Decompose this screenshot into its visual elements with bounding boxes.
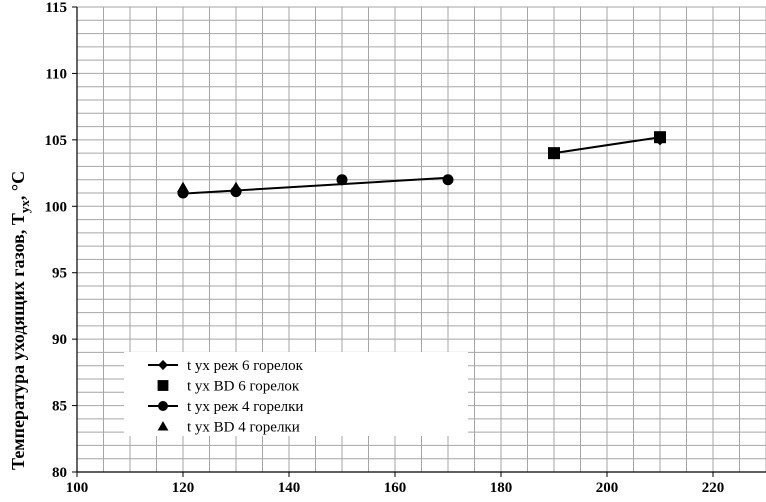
data-point-square bbox=[654, 131, 666, 144]
x-tick-label: 200 bbox=[596, 480, 619, 496]
trendline bbox=[553, 136, 661, 155]
y-tick-label: 95 bbox=[52, 266, 67, 282]
legend-marker-triangle bbox=[157, 421, 169, 431]
legend-label: t ух реж 4 горелки bbox=[187, 399, 303, 415]
y-axis-label: Температура уходящих газов, Tух, °C bbox=[8, 171, 32, 470]
legend-marker-diamond bbox=[158, 360, 168, 370]
y-tick-label: 90 bbox=[52, 332, 67, 348]
y-tick-label: 115 bbox=[45, 0, 67, 16]
axes bbox=[72, 6, 766, 477]
x-tick-label: 120 bbox=[172, 480, 195, 496]
y-tick-label: 100 bbox=[45, 199, 68, 215]
y-tick-label: 85 bbox=[52, 399, 67, 415]
x-tick-label: 220 bbox=[702, 480, 725, 496]
legend: t ух реж 6 горелок t ух ВD 6 горелок t ух … bbox=[124, 352, 468, 436]
y-tick-label: 105 bbox=[45, 133, 68, 149]
data-markers bbox=[177, 131, 666, 199]
data-point-circle bbox=[336, 174, 348, 186]
y-tick-label: 110 bbox=[45, 66, 67, 82]
y-tick-label: 80 bbox=[52, 465, 67, 481]
x-tick-label: 180 bbox=[490, 480, 513, 496]
legend-label: t ух реж 6 горелок bbox=[187, 358, 304, 374]
legend-box bbox=[124, 352, 468, 436]
y-axis-label-sub: ух bbox=[17, 200, 32, 214]
y-axis-label-main: Температура уходящих газов, T bbox=[8, 213, 28, 470]
legend-label: t ух ВD 6 горелок bbox=[187, 379, 300, 395]
x-tick-label: 140 bbox=[278, 480, 301, 496]
data-point-triangle bbox=[230, 181, 242, 193]
data-point-triangle bbox=[177, 181, 189, 193]
data-point-square bbox=[548, 147, 560, 160]
y-axis-label-suffix: , °C bbox=[8, 171, 28, 200]
x-tick-label: 100 bbox=[66, 480, 89, 496]
data-point-circle bbox=[442, 174, 454, 186]
trendline bbox=[182, 176, 449, 195]
legend-marker-circle bbox=[158, 401, 168, 411]
legend-label: t ух ВD 4 горелки bbox=[187, 420, 300, 436]
tick-labels: 100 120 140 160 180 200 220 80 85 90 95 100 105 110 11… bbox=[45, 0, 725, 496]
legend-marker-square bbox=[157, 380, 169, 391]
trendlines bbox=[182, 136, 661, 195]
x-tick-label: 160 bbox=[384, 480, 407, 496]
